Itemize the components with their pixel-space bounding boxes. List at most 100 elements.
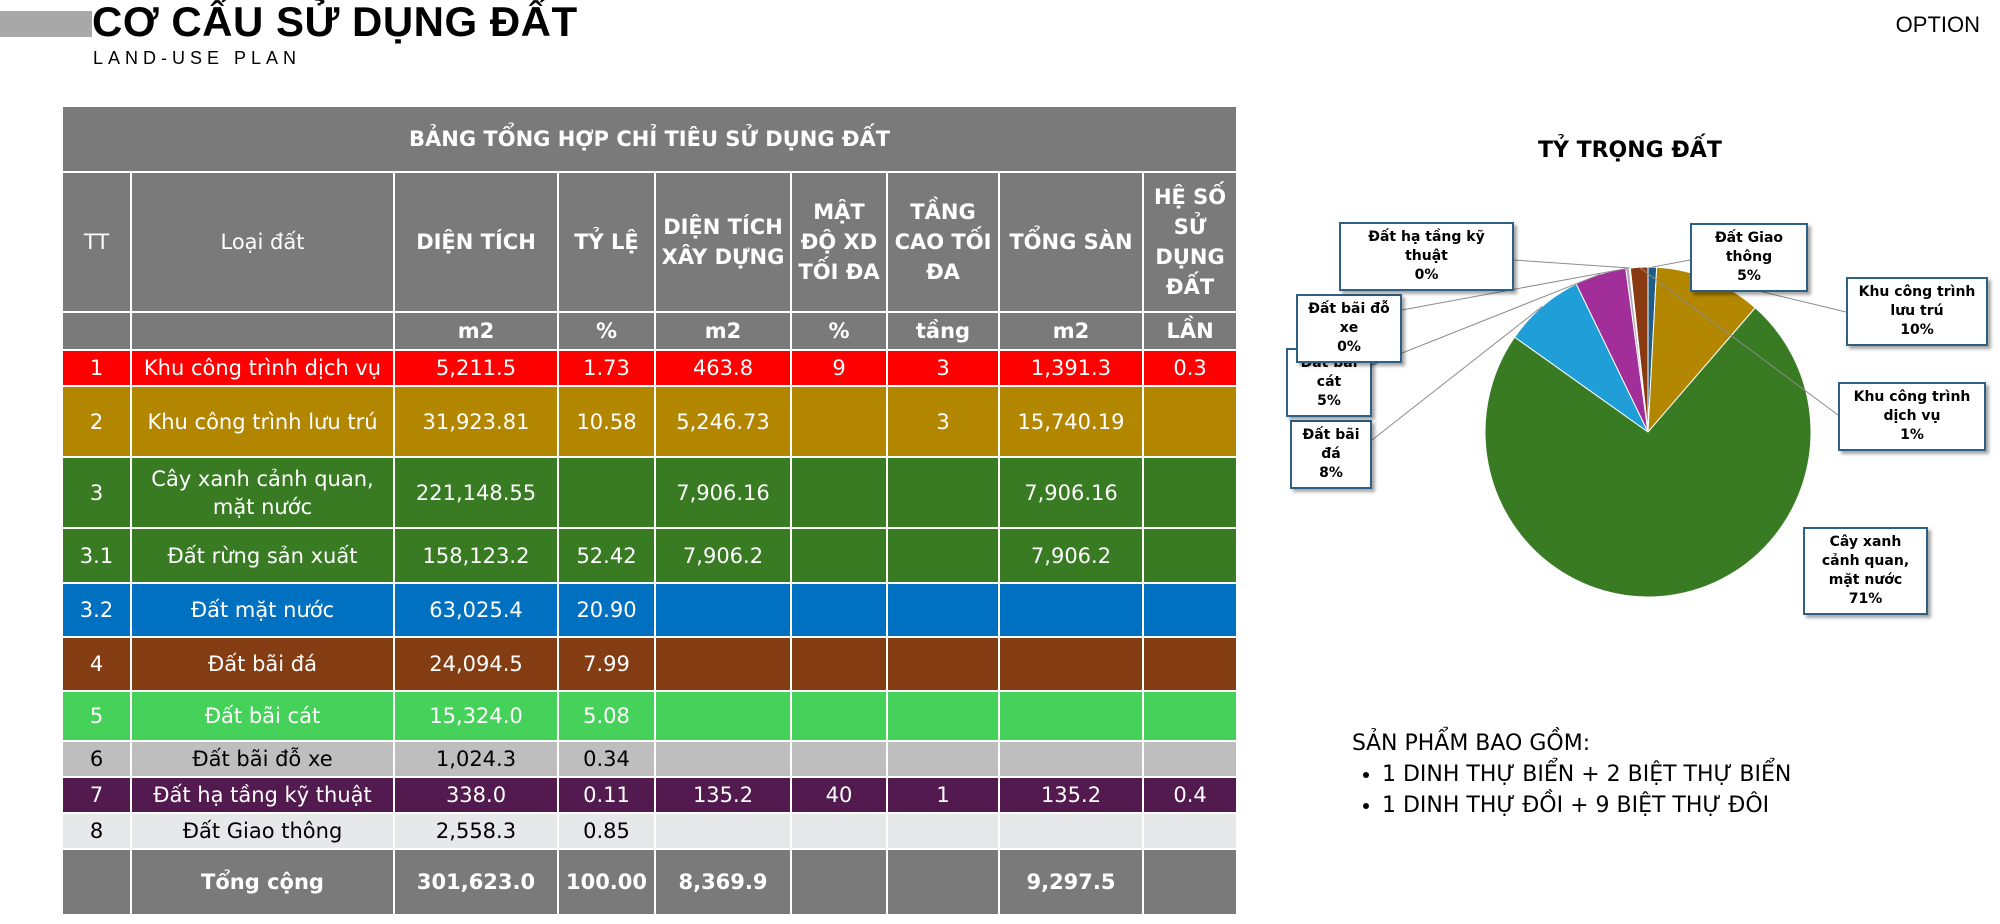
table-cell <box>1141 527 1239 584</box>
land-type-cell: Đất bãi đá <box>130 636 395 692</box>
pie-label-name: Khu công trình dịch vụ <box>1853 389 1971 424</box>
col-header-loai-dat: Loại đất <box>130 171 395 313</box>
page-subtitle: LAND-USE PLAN <box>93 48 302 68</box>
table-cell: 31,923.81 <box>393 385 559 458</box>
table-cell: 5.08 <box>557 690 656 742</box>
table-cell <box>1141 740 1239 778</box>
table-cell: 15,324.0 <box>393 690 559 742</box>
total-cell: Tổng cộng <box>130 848 395 916</box>
table-cell: 5,246.73 <box>654 385 792 458</box>
product-item: 1 DINH THỰ BIỂN + 2 BIỆT THỰ BIỂN <box>1382 759 1791 790</box>
table-cell: 63,025.4 <box>393 582 559 638</box>
col-header-tang-cao: TẦNG CAO TỐI ĐA <box>886 171 1000 313</box>
table-cell <box>790 636 888 692</box>
option-label: OPTION <box>1895 12 1980 37</box>
pie-data-label: Đất bãi đá 8% <box>1290 420 1372 489</box>
pie-label-name: Khu công trình lưu trú <box>1858 284 1976 319</box>
unit-cell: m2 <box>654 311 792 351</box>
table-cell <box>654 740 792 778</box>
table-row: 7 Đất hạ tầng kỹ thuật 338.0 0.11 135.2 40 1 13… <box>61 776 1239 814</box>
table-cell <box>998 690 1144 742</box>
table-cell: 0.85 <box>557 812 656 850</box>
table-cell: 7,906.16 <box>654 456 792 529</box>
land-type-cell: Khu công trình lưu trú <box>130 385 395 458</box>
product-item: 1 DINH THỰ ĐỒI + 9 BIỆT THỰ ĐÔI <box>1382 790 1791 821</box>
table-cell <box>886 812 1000 850</box>
table-cell: 6 <box>61 740 132 778</box>
col-header-mat-do: MẬT ĐỘ XD TỐI ĐA <box>790 171 888 313</box>
pie-label-percent: 8% <box>1319 465 1343 481</box>
products-list: 1 DINH THỰ BIỂN + 2 BIỆT THỰ BIỂN 1 DINH… <box>1352 759 1791 821</box>
table-row: 1 Khu công trình dịch vụ 5,211.5 1.73 463.8 9… <box>61 349 1239 387</box>
table-cell: 3 <box>61 456 132 529</box>
total-cell <box>61 848 132 916</box>
table-cell: 0.4 <box>1141 776 1239 814</box>
pie-data-label: Khu công trình lưu trú 10% <box>1846 277 1988 346</box>
land-type-cell: Đất rừng sản xuất <box>130 527 395 584</box>
pie-label-name: Đất bãi đá <box>1302 427 1360 462</box>
table-cell <box>1141 385 1239 458</box>
table-cell: 15,740.19 <box>998 385 1144 458</box>
table-cell: 158,123.2 <box>393 527 559 584</box>
pie-slice <box>1484 307 1812 598</box>
table-cell: 135.2 <box>654 776 792 814</box>
leader-line <box>1371 273 1601 366</box>
table-cell: 7,906.2 <box>654 527 792 584</box>
table-cell: 0.11 <box>557 776 656 814</box>
leader-line <box>1652 259 1691 268</box>
table-cell <box>886 456 1000 529</box>
land-type-cell: Cây xanh cảnh quan, mặt nước <box>130 456 395 529</box>
land-type-cell: Đất Giao thông <box>130 812 395 850</box>
land-type-cell: Đất mặt nước <box>130 582 395 638</box>
table-cell: 3 <box>886 349 1000 387</box>
table-cell: 1.73 <box>557 349 656 387</box>
table-cell: 3.2 <box>61 582 132 638</box>
unit-cell: % <box>790 311 888 351</box>
table-cell: 2 <box>61 385 132 458</box>
page-title: CƠ CẤU SỬ DỤNG ĐẤT <box>92 0 578 45</box>
table-cell: 3 <box>886 385 1000 458</box>
total-cell <box>886 848 1000 916</box>
table-cell: 3.1 <box>61 527 132 584</box>
pie-chart-title: TỶ TRỌNG ĐẤT <box>1538 138 1722 163</box>
table-cell: 7,906.2 <box>998 527 1144 584</box>
table-cell: 7.99 <box>557 636 656 692</box>
table-row: 2 Khu công trình lưu trú 31,923.81 10.58 5,2… <box>61 385 1239 458</box>
table-cell <box>654 582 792 638</box>
pie-label-percent: 0% <box>1337 339 1361 355</box>
table-cell: 0.34 <box>557 740 656 778</box>
total-cell <box>790 848 888 916</box>
land-type-cell: Đất hạ tầng kỹ thuật <box>130 776 395 814</box>
table-cell <box>557 456 656 529</box>
table-cell <box>1141 636 1239 692</box>
table-cell <box>886 690 1000 742</box>
table-cell <box>654 690 792 742</box>
total-row: Tổng cộng 301,623.0 100.00 8,369.9 9,297.5 <box>61 848 1239 916</box>
pie-label-name: Cây xanh cảnh quan, mặt nước <box>1821 534 1910 588</box>
table-cell: 7 <box>61 776 132 814</box>
leader-line <box>1401 267 1628 311</box>
table-cell: 4 <box>61 636 132 692</box>
table-cell: 0.3 <box>1141 349 1239 387</box>
pie-data-label: Đất hạ tầng kỹ thuật 0% <box>1339 222 1514 291</box>
table-cell <box>1141 456 1239 529</box>
table-cell <box>886 740 1000 778</box>
col-header-ty-le: TỶ LỆ <box>557 171 656 313</box>
table-cell: 5,211.5 <box>393 349 559 387</box>
table-cell <box>886 636 1000 692</box>
pie-label-name: Đất bãi đỗ xe <box>1308 301 1390 336</box>
table-cell <box>1141 582 1239 638</box>
table-cell: 20.90 <box>557 582 656 638</box>
pie-data-label: Đất Giao thông 5% <box>1690 223 1808 292</box>
pie-label-percent: 1% <box>1900 427 1924 443</box>
unit-cell <box>61 311 132 351</box>
table-cell <box>1141 690 1239 742</box>
table-cell: 463.8 <box>654 349 792 387</box>
table-cell: 8 <box>61 812 132 850</box>
table-cell <box>654 812 792 850</box>
unit-cell: % <box>557 311 656 351</box>
total-cell: 301,623.0 <box>393 848 559 916</box>
pie-label-percent: 10% <box>1900 322 1934 338</box>
pie-label-name: Đất Giao thông <box>1714 230 1784 265</box>
